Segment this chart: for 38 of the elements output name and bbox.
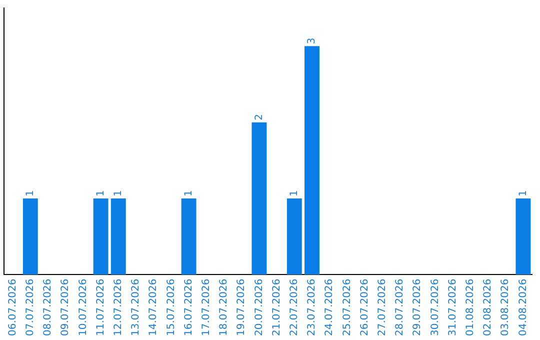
data-label: 1: [518, 190, 529, 197]
data-label: 1: [112, 190, 124, 197]
x-tick-label: 12.07.2026: [112, 278, 124, 336]
x-tick-label: 31.07.2026: [447, 278, 458, 336]
x-tick-label: 21.07.2026: [271, 278, 282, 336]
x-tick-label: 02.08.2026: [482, 278, 494, 336]
x-tick-label: 28.07.2026: [394, 278, 406, 336]
x-tick-label: 04.08.2026: [518, 278, 529, 336]
data-label: 1: [95, 190, 106, 197]
data-label: 1: [183, 190, 194, 197]
x-tick-label: 11.07.2026: [95, 278, 106, 336]
x-tick-label: 26.07.2026: [359, 278, 370, 336]
data-label: 3: [306, 38, 318, 44]
x-tick-label: 03.08.2026: [500, 278, 512, 336]
data-label: 2: [254, 114, 265, 120]
x-tick-label: 16.07.2026: [183, 278, 194, 336]
x-tick-label: 09.07.2026: [60, 278, 72, 336]
x-tick-label: 14.07.2026: [148, 278, 160, 336]
x-tick-label: 18.07.2026: [218, 278, 230, 336]
x-tick-label: 20.07.2026: [254, 278, 265, 336]
x-tick-label: 29.07.2026: [412, 278, 424, 336]
x-tick-label: 13.07.2026: [130, 278, 142, 336]
x-tick-label: 17.07.2026: [200, 278, 212, 336]
data-label: 1: [24, 190, 36, 197]
x-tick-label: 24.07.2026: [324, 278, 336, 336]
x-tick-label: 22.07.2026: [288, 278, 300, 336]
x-tick-label: 07.07.2026: [24, 278, 36, 336]
x-tick-label: 27.07.2026: [376, 278, 388, 336]
data-label: 1: [288, 190, 300, 197]
x-tick-label: 25.07.2026: [342, 278, 353, 336]
x-tick-label: 01.08.2026: [464, 278, 476, 336]
x-tick-label: 06.07.2026: [7, 278, 18, 336]
x-tick-label: 30.07.2026: [430, 278, 441, 336]
x-tick-label: 23.07.2026: [306, 278, 318, 336]
x-tick-label: 15.07.2026: [166, 278, 177, 336]
x-tick-label: 08.07.2026: [42, 278, 54, 336]
x-tick-label: 10.07.2026: [78, 278, 89, 336]
x-tick-label: 19.07.2026: [236, 278, 248, 336]
